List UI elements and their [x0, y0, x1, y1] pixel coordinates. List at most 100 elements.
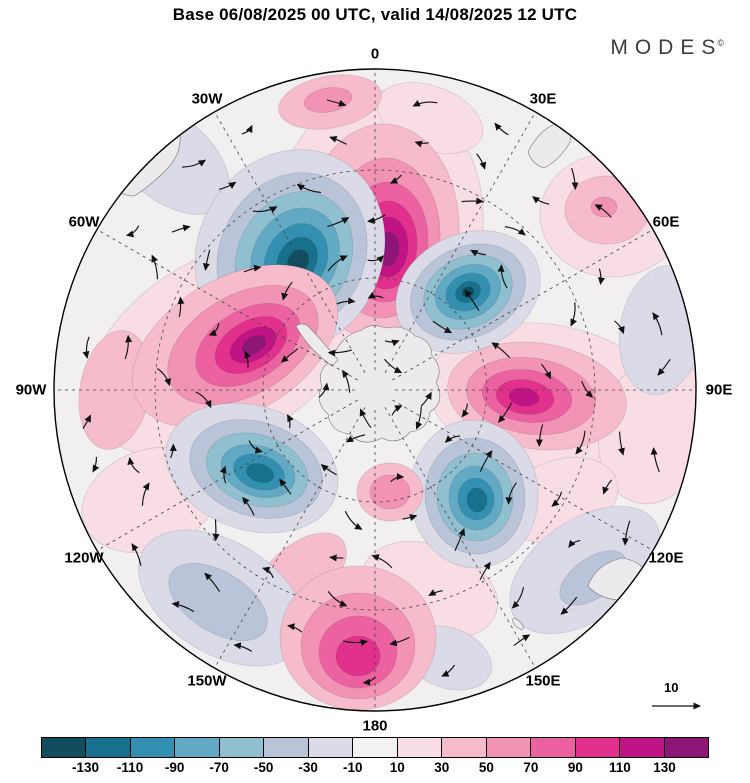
lon-label-0: 0 — [370, 45, 380, 63]
wind-arrow — [131, 543, 142, 566]
wind-arrow — [441, 664, 455, 677]
colorbar-segment — [263, 738, 308, 757]
wind-arrow — [329, 135, 347, 145]
wind-arrow — [568, 539, 581, 548]
wind-arrow — [461, 197, 484, 205]
wind-arrow — [82, 414, 92, 429]
lon-label-150E: 150E — [525, 672, 561, 690]
wind-arrow — [414, 140, 429, 148]
colorbar-tick-label: -90 — [164, 760, 185, 775]
wind-arrow — [391, 405, 403, 416]
wind-arrow — [279, 478, 292, 495]
wind-arrow — [415, 406, 423, 430]
wind-arrow — [402, 514, 418, 521]
wind-arrow — [202, 249, 211, 271]
wind-arrow — [491, 342, 511, 359]
reference-vector-label: 10 — [664, 680, 679, 695]
colorbar-tick-label: 90 — [567, 760, 583, 775]
colorbar-segment — [129, 738, 175, 757]
wind-arrow — [367, 214, 386, 225]
wind-arrow — [344, 510, 363, 530]
wind-arrow — [551, 491, 563, 507]
wind-arrow — [345, 434, 366, 443]
wind-arrow — [141, 482, 150, 506]
wind-arrow — [359, 408, 372, 429]
wind-arrow — [182, 159, 207, 168]
anomaly-layer — [168, 562, 268, 642]
colorbar-segment — [307, 738, 353, 757]
wind-arrow — [560, 596, 578, 615]
colorbar-segment — [218, 738, 264, 757]
colorbar-tick-label: -70 — [209, 760, 229, 775]
colorbar-segment — [619, 738, 664, 757]
anomaly-layer — [335, 635, 381, 677]
wind-arrow — [177, 296, 185, 318]
colorbar-tick-label: 130 — [653, 760, 676, 775]
coastlines — [117, 121, 649, 630]
wind-arrow — [242, 496, 255, 516]
colorbar-segment — [352, 738, 397, 757]
wind-arrow — [92, 456, 100, 473]
wind-arrow — [535, 424, 544, 447]
wind-arrow — [384, 358, 403, 374]
colorbar-segment — [396, 738, 442, 757]
lon-label-150W: 150W — [187, 672, 227, 690]
wind-arrow — [598, 268, 605, 285]
wind-arrow — [513, 634, 531, 646]
lon-label-60W: 60W — [68, 213, 100, 231]
wind-arrow — [420, 391, 432, 407]
colorbar-tick-labels: -130 -110 -90 -70 -50 -30 -10 10 30 50 70 90 110 130 — [41, 760, 709, 778]
wind-arrow — [390, 472, 405, 483]
wind-arrow — [151, 254, 159, 280]
wind-arrow — [389, 174, 402, 184]
wind-arrow — [367, 291, 384, 299]
wind-arrow — [541, 363, 552, 380]
colorbar-tick-label: -110 — [116, 760, 144, 775]
wind-arrow — [287, 414, 294, 429]
wind-arrow — [650, 447, 660, 473]
wind-arrow — [594, 204, 612, 218]
colorbar-segment — [574, 738, 620, 757]
colorbar-segment — [663, 738, 709, 757]
wind-arrow — [342, 639, 369, 647]
wind-arrow — [296, 183, 322, 194]
wind-arrow — [327, 349, 352, 357]
wind-arrow — [171, 601, 195, 613]
colorbar-tick-label: -50 — [253, 760, 274, 775]
wind-arrow — [241, 124, 253, 135]
lon-label-90W: 90W — [15, 381, 47, 399]
lon-label-120W: 120W — [64, 549, 104, 567]
wind-arrow — [454, 527, 466, 552]
wind-arrow — [327, 255, 348, 272]
lon-label-30E: 30E — [529, 90, 557, 108]
wind-arrow — [581, 380, 594, 398]
wind-arrow — [243, 264, 262, 273]
wind-arrow — [327, 591, 348, 607]
wind-arrow — [602, 479, 613, 495]
modes-logo-text: MODES — [610, 36, 723, 59]
wind-arrow — [208, 322, 220, 336]
wind-arrow — [125, 225, 140, 238]
wind-arrow — [82, 336, 90, 359]
map-boundary — [53, 68, 697, 712]
lon-label-30W: 30W — [191, 90, 223, 108]
wind-arrow — [470, 249, 486, 257]
wind-arrow — [384, 339, 400, 347]
wind-arrow — [389, 636, 410, 647]
wind-arrow — [329, 554, 344, 562]
wind-arrow — [287, 623, 303, 633]
antarctic-peninsula — [295, 323, 339, 367]
wind-vector-arrows — [82, 99, 671, 686]
wind-arrow — [219, 181, 237, 190]
lon-label-60E: 60E — [652, 213, 680, 231]
wind-arrow — [342, 369, 351, 393]
colorbar-segment — [441, 738, 486, 757]
wind-arrow — [127, 457, 140, 474]
wind-arrow — [219, 465, 227, 484]
wind-arrow — [371, 554, 393, 569]
colorbar-tick-label: -130 — [72, 760, 100, 775]
colorbar-tick-label: 50 — [478, 760, 494, 775]
wind-arrow — [497, 402, 513, 423]
wind-arrow — [280, 348, 299, 363]
wind-arrow — [614, 320, 625, 335]
